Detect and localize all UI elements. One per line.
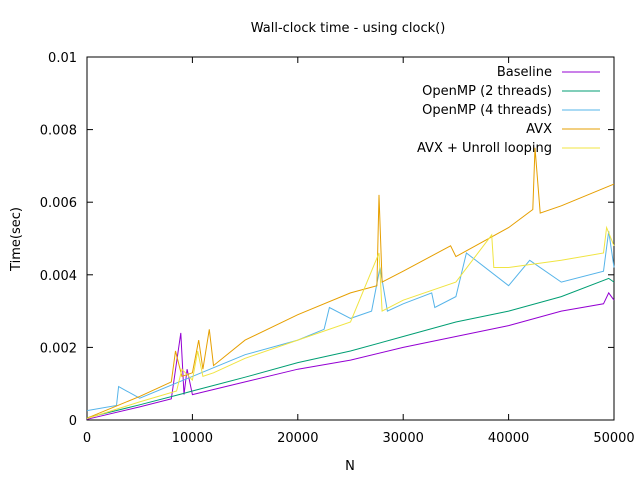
series-line-4 xyxy=(86,225,615,419)
chart-title: Wall-clock time - using clock() xyxy=(251,21,446,36)
y-tick-label: 0.008 xyxy=(40,124,77,139)
x-tick-label: 50000 xyxy=(593,431,634,446)
y-axis: 0 0.002 0.004 0.006 0.008 0.01 xyxy=(40,51,614,429)
y-tick-label: 0.004 xyxy=(40,269,77,284)
plot-frame xyxy=(86,56,615,421)
legend-label: OpenMP (2 threads) xyxy=(422,84,552,99)
legend-label: AVX xyxy=(526,122,552,137)
series-group xyxy=(86,147,615,420)
legend-label: AVX + Unroll looping xyxy=(417,141,552,156)
legend: Baseline OpenMP (2 threads) OpenMP (4 thre… xyxy=(417,65,600,156)
x-tick-label: 30000 xyxy=(383,431,424,446)
series-line-1 xyxy=(86,277,615,419)
x-axis: 0 10000 20000 30000 40000 50000 xyxy=(83,57,635,446)
x-tick-label: 20000 xyxy=(277,431,318,446)
legend-label: Baseline xyxy=(497,65,552,80)
y-axis-label: Time(sec) xyxy=(9,207,24,272)
y-tick-label: 0.006 xyxy=(40,196,77,211)
x-tick-label: 0 xyxy=(83,431,91,446)
x-axis-label: N xyxy=(345,459,355,474)
y-tick-label: 0.002 xyxy=(40,341,77,356)
y-tick-label: 0 xyxy=(69,414,77,429)
legend-label: OpenMP (4 threads) xyxy=(422,103,552,118)
series-line-0 xyxy=(86,291,615,420)
x-tick-label: 40000 xyxy=(488,431,529,446)
x-tick-label: 10000 xyxy=(172,431,213,446)
series-line-3 xyxy=(86,147,615,419)
y-tick-label: 0.01 xyxy=(48,51,77,66)
